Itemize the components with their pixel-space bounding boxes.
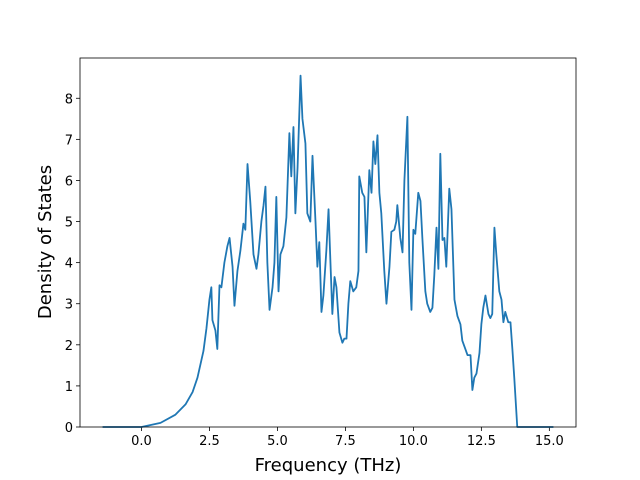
y-tick-label: 7 bbox=[65, 133, 73, 148]
x-tick-label: 10.0 bbox=[399, 434, 428, 449]
x-tick-label: 5.0 bbox=[267, 434, 288, 449]
y-tick-label: 8 bbox=[65, 92, 73, 107]
x-tick-label: 2.5 bbox=[199, 434, 220, 449]
line bbox=[102, 74, 554, 428]
x-tick-label: 15.0 bbox=[535, 434, 564, 449]
x-tick-label: 12.5 bbox=[467, 434, 496, 449]
y-tick-label: 3 bbox=[65, 298, 73, 313]
y-tick-label: 6 bbox=[65, 174, 73, 189]
axes-frame bbox=[79, 57, 577, 428]
y-tick-label: 2 bbox=[65, 339, 73, 354]
x-axis-label: Frequency (THz) bbox=[255, 455, 402, 476]
y-tick-label: 5 bbox=[65, 216, 73, 231]
x-tick-label: 0.0 bbox=[131, 434, 152, 449]
y-tick-label: 4 bbox=[65, 257, 73, 272]
y-axis-label: Density of States bbox=[35, 165, 56, 319]
y-tick-label: 1 bbox=[65, 380, 73, 395]
y-tick-label: 0 bbox=[65, 421, 73, 436]
x-tick-label: 7.5 bbox=[335, 434, 356, 449]
